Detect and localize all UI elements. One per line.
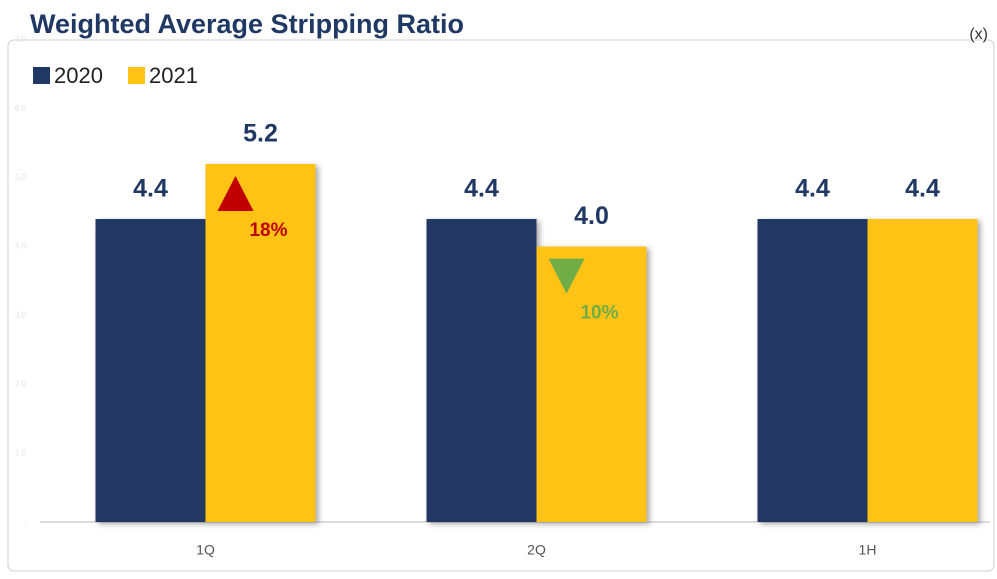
bar [205,163,316,522]
bar [867,219,978,522]
y-tick-label: 7.0 [15,35,27,44]
unit-label: (x) [969,26,988,43]
change-label: 18% [249,220,287,241]
y-tick-label: 1.0 [15,448,27,457]
x-tick-label: 2Q [527,542,546,558]
data-label: 4.4 [133,175,168,203]
data-label: 4.4 [464,175,499,203]
chart-title: Weighted Average Stripping Ratio [30,9,464,39]
bar [536,246,647,523]
y-tick-label: 6.0 [15,104,27,113]
y-tick-label: 2.0 [15,379,27,388]
x-tick-label: 1Q [196,542,215,558]
legend-label: 2020 [54,63,103,88]
legend-swatch [33,67,50,84]
data-label: 4.0 [574,202,609,230]
change-arrow [217,175,254,211]
y-tick-label: - [23,517,26,526]
change-arrow [548,258,585,294]
bar [95,219,206,522]
frame [7,39,995,572]
x-tick-label: 1H [859,542,877,558]
legend-swatch [128,67,145,84]
y-tick-label: 5.0 [15,173,27,182]
y-tick-label: 4.0 [15,242,27,251]
y-tick-label: 3.0 [15,311,27,320]
legend-label: 2021 [149,63,198,88]
bar [426,219,537,522]
bar [757,219,868,522]
data-label: 5.2 [243,120,278,148]
change-label: 10% [580,303,618,324]
data-label: 4.4 [795,175,830,203]
data-label: 4.4 [905,175,940,203]
